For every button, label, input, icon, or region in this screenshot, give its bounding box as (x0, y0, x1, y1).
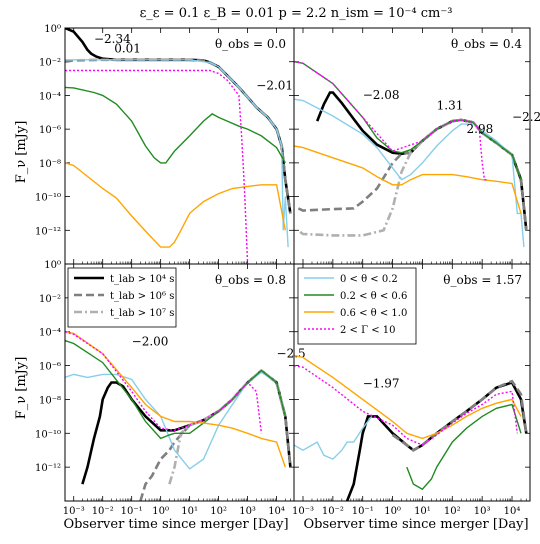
y-tick-label: 10⁻¹⁰ (35, 429, 61, 440)
x-tick-label: 10⁻¹ (121, 506, 143, 517)
y-tick-label: 10⁻¹² (35, 463, 61, 474)
series-line (65, 162, 286, 248)
legend-entry: t_lab > 10⁴ s (110, 274, 174, 285)
series-line (345, 380, 528, 501)
legend-left: t_lab > 10⁴ s t_lab > 10⁶ s t_lab > 10⁷ s (67, 267, 177, 328)
panel-top-right: −2.08 1.312.98 −2.28 θ_obs = 0.4 (293, 27, 540, 265)
x-tick-label: 10⁻¹ (352, 506, 374, 517)
panel-label: θ_obs = 1.57 (443, 273, 522, 287)
series-line (294, 364, 518, 446)
slope-annotation: 0.01 (114, 42, 141, 56)
y-axis-label-bottom: F_ν [mJy] (14, 357, 29, 420)
x-axis-label-right: Observer time since merger [Day] (303, 517, 528, 532)
series-line (294, 354, 522, 440)
x-tick-label: 10² (210, 506, 227, 517)
y-tick-label: 10⁻⁴ (39, 91, 61, 102)
series-line (65, 339, 286, 440)
x-tick-label: 10⁰ (384, 506, 401, 517)
x-tick-label: 10⁻³ (63, 506, 85, 517)
series-line (294, 145, 522, 214)
legend-right: 0 < θ < 0.2 0.2 < θ < 0.6 0.6 < θ < 1.0 2 <… (297, 267, 417, 345)
x-tick-label: 10⁻² (322, 506, 344, 517)
panel-label: θ_obs = 0.8 (215, 273, 286, 287)
panel-bottom-left: 10⁻³ 10⁻² 10⁻¹ 10⁰ 10¹ 10² 10³ 10⁴ 10⁰ 10⁻² 10⁻⁴ 10… (35, 260, 306, 517)
legend-right-frame (297, 267, 417, 345)
y-tick-label: 10⁰ (44, 260, 61, 271)
series-line (294, 61, 522, 180)
legend-entry: 0.6 < θ < 1.0 (340, 308, 407, 319)
slope-annotation: −2.28 (512, 110, 540, 124)
y-tick-label: 10⁻¹² (35, 226, 61, 237)
slope-annotation: 2.98 (467, 122, 494, 136)
slope-annotation: −2.5 (277, 346, 306, 360)
x-tick-label: 10³ (474, 506, 491, 517)
y-tick-label: 10⁻⁸ (39, 395, 61, 406)
panel-frame (293, 263, 531, 502)
y-tick-label: 10⁻² (39, 58, 61, 69)
series-line (391, 379, 528, 452)
y-tick-label: 10⁻² (39, 294, 61, 305)
y-axis-label-top: F_ν [mJy] (14, 121, 29, 184)
slope-annotation: −1.97 (363, 377, 400, 391)
x-tick-label: 10³ (239, 506, 256, 517)
series-line (65, 86, 286, 164)
x-tick-label: 10⁴ (504, 506, 521, 517)
slope-annotation: 1.31 (437, 98, 464, 112)
series-line (65, 69, 249, 264)
legend-entry: 2 < Γ < 10 (340, 325, 396, 336)
y-tick-label: 10⁻⁶ (39, 125, 61, 136)
y-tick-label: 10⁻¹⁰ (35, 193, 61, 204)
y-tick-label: 10⁻⁴ (39, 328, 61, 339)
series-line (139, 369, 292, 501)
x-tick-label: 10¹ (181, 506, 198, 517)
y-tick-label: 10⁻⁸ (39, 159, 61, 170)
legend-entry: t_lab > 10⁷ s (110, 308, 174, 319)
series-line (406, 403, 522, 491)
series-line (65, 59, 289, 248)
x-tick-label: 10⁴ (268, 506, 285, 517)
slope-annotation: −2.08 (363, 88, 400, 102)
x-tick-label: 10² (444, 506, 461, 517)
legend-entry: t_lab > 10⁶ s (110, 291, 174, 302)
panel-bottom-right: 10⁻³ 10⁻² 10⁻¹ 10⁰ 10¹ 10² 10³ 10⁴ −1.97 θ_obs = … (292, 263, 531, 517)
series-line (294, 61, 488, 181)
x-tick-label: 10⁻² (92, 506, 114, 517)
series-line (65, 331, 263, 434)
slope-annotation: −2.34 (94, 32, 131, 46)
slope-annotation: −2.00 (132, 335, 169, 349)
x-tick-label: 10⁰ (152, 506, 169, 517)
y-tick-label: 10⁻⁶ (39, 362, 61, 373)
series-line (297, 118, 528, 231)
slope-annotation: −2.01 (256, 79, 293, 93)
series-line (294, 415, 373, 460)
legend-entry: 0 < θ < 0.2 (340, 274, 398, 285)
y-tick-label: 10⁰ (44, 24, 61, 35)
series-line (65, 331, 286, 468)
panel-label: θ_obs = 0.4 (451, 37, 522, 51)
panel-label: θ_obs = 0.0 (215, 37, 286, 51)
x-axis-label-left: Observer time since merger [Day] (63, 517, 288, 532)
panel-top-left: 10⁰ 10⁻² 10⁻⁴ 10⁻⁶ 10⁻⁸ 10⁻¹⁰ 10⁻¹² −2.340.01 −2… (35, 24, 295, 265)
legend-entry: 0.2 < θ < 0.6 (340, 291, 407, 302)
series-line (299, 118, 513, 237)
panel-frame (293, 27, 531, 265)
figure-title: ε_ε = 0.1 ε_B = 0.01 p = 2.2 n_ism = 10⁻… (140, 6, 453, 21)
x-tick-label: 10¹ (414, 506, 431, 517)
x-tick-label: 10⁻³ (292, 506, 314, 517)
